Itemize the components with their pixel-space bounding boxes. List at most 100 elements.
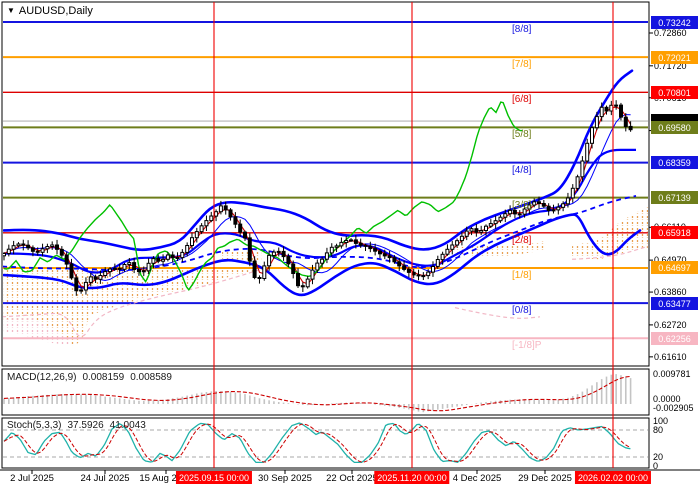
bull-candle-body xyxy=(484,225,488,231)
price-level-badge: 0.70801 xyxy=(651,86,698,99)
bear-candle-body xyxy=(132,262,137,271)
murrey-level-label: [-1/8]P xyxy=(512,340,542,351)
bull-candle-body xyxy=(464,230,469,237)
bear-candle-body xyxy=(55,244,59,250)
bull-candle-body xyxy=(204,220,209,227)
macd-panel-frame xyxy=(1,368,650,416)
price-level-badge: 0.64697 xyxy=(651,261,698,274)
murrey-level-label: [4/8] xyxy=(512,165,532,176)
price-level-badge: 0.69580 xyxy=(651,121,698,134)
bull-candle-body xyxy=(556,206,561,211)
bull-candle-body xyxy=(108,268,112,273)
bear-candle-body xyxy=(156,258,161,262)
ichimoku-cloud-orange xyxy=(222,250,262,261)
vline-time-badge[interactable]: 2026.02.02 00:00 xyxy=(574,471,652,484)
bull-candle-body xyxy=(561,203,566,208)
bull-candle-body xyxy=(40,248,45,253)
bear-candle-body xyxy=(223,205,228,211)
bull-candle-body xyxy=(112,267,117,270)
bull-candle-body xyxy=(79,289,84,292)
bull-candle-body xyxy=(493,220,498,225)
stoch-axis-value: 20 xyxy=(653,452,664,462)
bear-candle-body xyxy=(387,255,392,259)
senkou-b-pink-dashed-line xyxy=(3,269,259,337)
bull-candle-body xyxy=(190,237,194,246)
bull-candle-body xyxy=(599,106,604,118)
price-level-badge: 0.72021 xyxy=(651,51,698,64)
bull-candle-body xyxy=(98,275,103,280)
bull-candle-body xyxy=(590,127,594,144)
price-level-badge: 0.63477 xyxy=(651,297,698,310)
bull-candle-body xyxy=(209,215,214,222)
bear-candle-body xyxy=(257,277,262,279)
bear-candle-body xyxy=(358,242,363,246)
chart-title[interactable]: ▼ AUDUSD,Daily xyxy=(7,5,93,17)
bear-candle-body xyxy=(397,261,402,267)
bull-candle-body xyxy=(503,213,508,218)
bull-candle-body xyxy=(320,258,325,264)
macd-main-value: 0.008159 xyxy=(82,372,125,383)
bull-candle-body xyxy=(3,253,6,257)
bull-candle-body xyxy=(479,230,484,233)
bull-candle-body xyxy=(324,252,329,260)
bull-candle-body xyxy=(349,239,353,242)
bull-candle-body xyxy=(122,264,127,270)
symbol-dropdown-icon[interactable]: ▼ xyxy=(7,6,15,15)
stoch-axis-value: 0 xyxy=(653,461,659,471)
bull-candle-body xyxy=(310,269,315,280)
bull-candle-body xyxy=(431,266,435,273)
vline-time-badge[interactable]: 2025.11.20 00:00 xyxy=(374,471,450,484)
lower-band-line xyxy=(3,213,642,297)
bull-candle-body xyxy=(614,104,619,107)
murrey-level-label: [0/8] xyxy=(512,305,532,316)
bull-candle-body xyxy=(440,253,445,261)
bull-candle-body xyxy=(141,270,146,273)
bull-candle-body xyxy=(532,201,537,206)
bear-candle-body xyxy=(392,257,397,263)
macd-layers xyxy=(3,374,632,413)
bull-candle-body xyxy=(426,271,431,277)
bull-candle-body xyxy=(344,240,349,243)
time-axis-label: 24 Jul 2025 xyxy=(80,473,130,484)
stoch-signal-value: 41.0043 xyxy=(109,420,146,431)
stoch-d-line xyxy=(3,423,631,463)
bear-candle-body xyxy=(411,271,416,276)
macd-name: MACD(12,26,9) xyxy=(7,372,77,383)
bull-candle-body xyxy=(185,245,190,253)
bull-candle-body xyxy=(435,259,440,267)
bull-candle-body xyxy=(445,248,450,255)
bear-candle-body xyxy=(228,209,233,218)
macd-indicator-label: MACD(12,26,9) 0.008159 0.008589 xyxy=(7,372,178,383)
macd-axis-value: 0.009781 xyxy=(653,368,691,379)
senkou-b-pink-dashed-line xyxy=(454,307,541,319)
mid-band-line xyxy=(3,148,637,274)
bear-candle-body xyxy=(21,243,26,246)
bear-candle-body xyxy=(35,250,40,253)
bull-candle-body xyxy=(194,231,199,239)
stoch-axis-value: 100 xyxy=(653,416,669,426)
bull-candle-body xyxy=(339,241,344,247)
bull-candle-body xyxy=(127,262,132,266)
bear-candle-body xyxy=(623,116,628,127)
price-level-badge: 0.68359 xyxy=(651,156,698,169)
macd-axis-value: 0.0000 xyxy=(653,394,681,404)
bull-candle-body xyxy=(488,223,493,227)
bull-candle-body xyxy=(565,197,570,205)
main-chart-layers xyxy=(3,21,648,346)
vline-time-badge[interactable]: 2025.09.15 00:00 xyxy=(175,471,253,484)
bear-candle-body xyxy=(117,267,122,270)
time-axis-label: 22 Oct 2025 xyxy=(326,473,378,484)
bull-candle-body xyxy=(508,209,513,215)
bull-candle-body xyxy=(575,176,580,189)
time-axis-label: 4 Dec 2025 xyxy=(452,473,502,484)
price-level-badge: 0.73242 xyxy=(651,16,698,29)
bull-candle-body xyxy=(585,142,590,162)
bear-candle-body xyxy=(296,273,300,287)
murrey-level-label: [2/8] xyxy=(512,235,532,246)
bull-candle-body xyxy=(88,276,93,283)
bull-candle-body xyxy=(459,235,464,242)
bull-candle-body xyxy=(329,246,334,254)
bear-candle-body xyxy=(252,260,257,279)
bull-candle-body xyxy=(580,160,585,178)
